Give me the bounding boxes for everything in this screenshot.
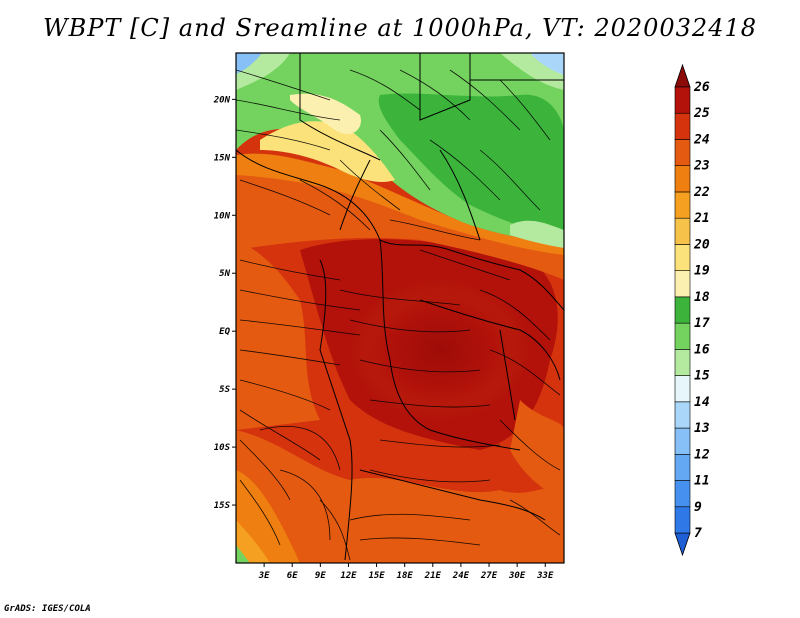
map-field [236, 53, 564, 563]
x-tick-label-18E: 18E [397, 571, 414, 581]
y-tick-label-5N: 5N [219, 269, 230, 279]
y-tick-label-10N: 10N [214, 211, 231, 221]
colorbar-swatch-16 [674, 112, 691, 140]
colorbar-label-17: 17 [694, 316, 710, 331]
colorbar-swatch-17 [674, 86, 691, 114]
x-tick-label-6E: 6E [287, 571, 298, 581]
colorbar-swatch-7 [674, 349, 691, 376]
field-northwest-cyan [236, 53, 262, 74]
colorbar-label-12: 12 [694, 447, 710, 462]
colorbar-swatch-1 [674, 506, 691, 534]
colorbar-label-19: 19 [694, 264, 710, 279]
x-tick-label-15E: 15E [368, 571, 385, 581]
field-sahel-yellow [260, 121, 395, 182]
colorbar-swatch-9 [674, 296, 691, 324]
streamlines [236, 69, 561, 561]
field-northeast-blue [530, 53, 564, 75]
colorbar-label-20: 20 [693, 237, 710, 252]
field-sahara-darkgreen [378, 93, 564, 240]
colorbar-label-13: 13 [694, 421, 710, 436]
y-tick-label-10S: 10S [214, 443, 231, 453]
y-tick-label-15N: 15N [214, 153, 231, 163]
y-tick-label-EQ: EQ [219, 327, 230, 337]
field-southeast [510, 400, 564, 500]
colorbar-swatch-2 [674, 480, 691, 508]
colorbar-label-25: 25 [693, 106, 710, 121]
x-axis: 3E 6E 9E 12E 15E 18E 21E 24E 27E 30E 33E [258, 563, 554, 581]
colorbar-label-22: 22 [693, 185, 710, 200]
colorbar-label-9: 9 [694, 500, 702, 515]
y-tick-label-20N: 20N [213, 95, 231, 105]
field-southwest-cool [236, 520, 270, 563]
colorbar-swatch-13 [674, 191, 691, 219]
colorbar-label-16: 16 [694, 342, 710, 357]
colorbar-swatch-8 [674, 322, 691, 350]
map-frame [235, 52, 565, 564]
y-tick-label-5S: 5S [219, 385, 230, 395]
colorbar-swatch-6 [674, 375, 691, 403]
colorbar-swatch-15 [674, 139, 691, 167]
field-southern-subtropics [236, 430, 564, 563]
colorbar-label-18: 18 [694, 290, 710, 305]
chart-title: WBPT [C] and Sreamline at 1000hPa, VT: 2… [42, 14, 758, 42]
x-tick-label-27E: 27E [480, 571, 498, 581]
colorbar-swatch-12 [674, 217, 691, 245]
colorbar-label-23: 23 [693, 159, 710, 174]
colorbar-label-15: 15 [694, 369, 710, 384]
x-tick-label-21E: 21E [424, 571, 442, 581]
colorbar: 7 9 11 12 13 14 15 16 17 18 19 20 21 22 23 24 25 26 [674, 63, 710, 557]
x-tick-label-24E: 24E [452, 571, 470, 581]
colorbar-swatch-5 [674, 401, 691, 429]
colorbar-swatch-11 [674, 244, 691, 271]
colorbar-label-24: 24 [693, 132, 710, 147]
field-horn-green [510, 220, 564, 248]
y-axis: 20N 15N 10N 5N EQ 5S 10S 15S [213, 95, 236, 511]
field-atlantic [236, 240, 320, 430]
colorbar-label-21: 21 [693, 211, 710, 226]
colorbar-label-26: 26 [693, 80, 710, 95]
colorbar-label-14: 14 [694, 395, 710, 410]
colorbar-min-arrow [674, 532, 691, 557]
colorbar-label-7: 7 [694, 526, 702, 541]
x-tick-label-33E: 33E [536, 571, 554, 581]
colorbar-swatch-4 [674, 427, 691, 455]
field-west-africa [236, 166, 564, 280]
colorbar-swatch-10 [674, 270, 691, 298]
colorbar-label-11: 11 [694, 474, 710, 489]
field-southwest-edge [236, 545, 250, 563]
colorbar-swatch-14 [674, 165, 691, 193]
x-tick-label-3E: 3E [258, 571, 270, 581]
y-tick-label-15S: 15S [214, 501, 231, 511]
country-borders [236, 53, 564, 561]
x-tick-label-12E: 12E [340, 571, 357, 581]
colorbar-max-arrow [674, 63, 691, 88]
field-sahel-orange [236, 153, 564, 255]
x-tick-label-30E: 30E [508, 571, 526, 581]
grads-credit: GrADS: IGES/COLA [4, 604, 91, 614]
x-tick-label-9E: 9E [315, 571, 326, 581]
colorbar-swatch-3 [674, 453, 691, 481]
field-sahel-cream [290, 93, 361, 135]
